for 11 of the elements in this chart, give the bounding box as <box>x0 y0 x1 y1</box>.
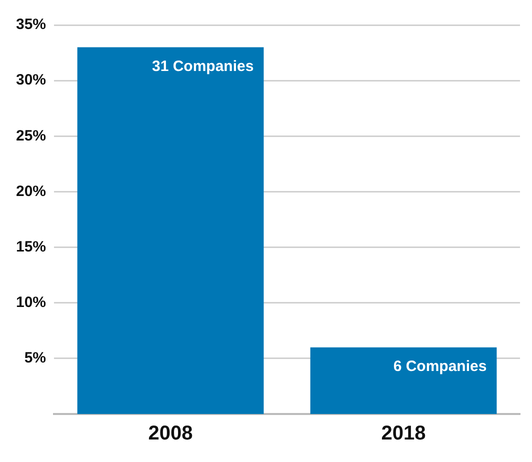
y-tick-label: 10% <box>16 294 46 311</box>
y-tick-label: 15% <box>16 238 46 256</box>
y-tick-label: 30% <box>16 72 46 89</box>
x-tick-label: 2018 <box>381 422 426 445</box>
annotation: 31 Companies <box>152 58 254 75</box>
y-tick-label: 20% <box>16 182 46 200</box>
y-tick-label: 25% <box>16 127 46 144</box>
x-tick-label: 2008 <box>148 422 193 445</box>
y-tick-label: 5% <box>24 350 46 367</box>
y-tick-label: 35% <box>16 16 46 34</box>
annotation: 6 Companies <box>393 358 487 375</box>
